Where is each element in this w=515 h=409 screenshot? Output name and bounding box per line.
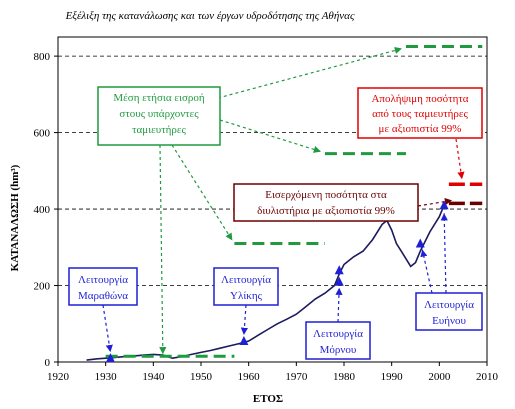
x-tick-labels: 1920 1930 1940 1950 1960 1970 1980 1990 2000 2010 [47, 371, 499, 383]
marathon-box [68, 267, 138, 306]
mornos-label-1: Λειτουργία [313, 328, 363, 340]
y-tick-labels: 0 200 400 600 800 [34, 51, 51, 369]
consumption-line [86, 204, 445, 361]
x-tick-label: 1960 [238, 371, 261, 383]
operating-annotation-line-1: Εισερχόμενη ποσότητα στα [265, 189, 387, 201]
y-tick-label: 400 [34, 204, 51, 216]
project-arrow [240, 304, 248, 336]
chart-title: Εξέλιξη της κατανάλωσης και των έργων υδ… [65, 10, 355, 22]
x-tick-label: 1970 [285, 371, 308, 383]
inflow-arrow [171, 144, 233, 241]
evinos-label-2: Ευήνου [432, 315, 466, 327]
y-axis-label: ΚΑΤΑΝΑΛΩΣΗ (hm³) [9, 164, 21, 271]
milestone-marker [334, 265, 344, 275]
markers [105, 200, 449, 363]
yliki-box [213, 267, 279, 306]
milestone-marker [239, 335, 249, 345]
x-tick-label: 1950 [190, 371, 213, 383]
max-yield-annotation-line-1: Απολήψιμη ποσότητα [371, 93, 468, 105]
project-arrow [102, 304, 113, 353]
plot-frame [57, 36, 488, 363]
operating-arrow [417, 197, 453, 207]
x-tick-label: 2010 [476, 371, 499, 383]
inflow-arrow [219, 119, 322, 153]
inflow-annotation-line-2: στους υπάρχοντες [119, 108, 199, 120]
x-tick-label: 1940 [142, 371, 165, 383]
yliki-label-2: Υλίκης [230, 290, 263, 302]
x-tick-label: 2000 [428, 371, 451, 383]
x-tick-label: 1980 [333, 371, 356, 383]
annotation-arrows [102, 46, 465, 355]
max-yield-annotation-box [357, 87, 483, 139]
max-yield-arrow [455, 138, 465, 180]
x-axis-label: ΕΤΟΣ [253, 393, 283, 405]
marathon-label-2: Μαραθώνα [78, 290, 128, 302]
y-tick-label: 600 [34, 128, 51, 140]
max-yield-annotation-line-3: με αξιοπιστία 99% [379, 123, 462, 135]
max-yield-annotation-line-2: από τους ταμιευτήρες [372, 108, 468, 120]
milestone-marker [415, 238, 425, 248]
series-layer [86, 45, 483, 361]
evinos-box [415, 292, 483, 331]
x-tick-label: 1930 [95, 371, 118, 383]
evinos-label-1: Λειτουργία [424, 299, 474, 311]
operating-annotation-box [233, 183, 419, 222]
inflow-annotation-line-3: ταμιευτήρες [132, 124, 186, 136]
inflow-arrow [159, 144, 167, 355]
marathon-label-1: Λειτουργία [78, 274, 128, 286]
inflow-annotation-line-1: Μέση ετήσια εισροή [113, 92, 205, 104]
x-tick-label: 1920 [47, 371, 70, 383]
project-arrow [420, 249, 433, 294]
y-tick-label: 0 [45, 357, 51, 369]
project-arrow [440, 213, 448, 294]
axes [54, 36, 488, 366]
operating-annotation-line-2: διυλιστήρια με αξιοπιστία 99% [257, 205, 395, 217]
mornos-box [305, 321, 371, 360]
y-tick-label: 800 [34, 51, 51, 63]
inflow-arrow [217, 46, 403, 99]
inflow-annotation-box [97, 86, 221, 146]
mornos-label-2: Μόρνου [320, 344, 357, 356]
x-tick-label: 1990 [381, 371, 404, 383]
milestone-marker [334, 276, 344, 286]
milestone-marker [105, 353, 115, 363]
yliki-label-1: Λειτουργία [221, 274, 271, 286]
project-arrow [335, 287, 343, 323]
y-tick-label: 200 [34, 281, 51, 293]
milestone-marker [439, 200, 449, 210]
